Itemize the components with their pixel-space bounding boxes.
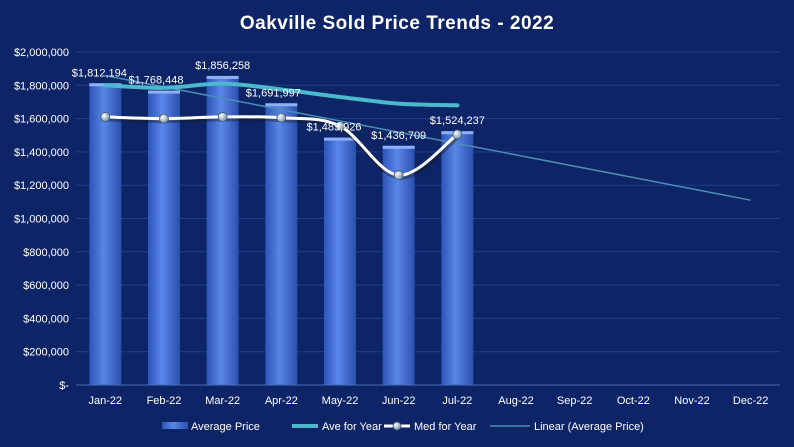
bar-top xyxy=(265,103,298,107)
med-for-year-marker xyxy=(159,113,169,124)
x-tick-label: Dec-22 xyxy=(733,395,768,407)
data-label: $1,436,709 xyxy=(371,130,426,142)
data-label: $1,768,448 xyxy=(128,75,183,87)
x-tick-label: Apr-22 xyxy=(265,395,298,407)
data-label: $1,485,926 xyxy=(306,122,361,134)
legend-label: Linear (Average Price) xyxy=(534,421,644,433)
chart-title: Oakville Sold Price Trends - 2022 xyxy=(240,13,554,34)
y-tick-label: $1,600,000 xyxy=(14,114,69,126)
bar xyxy=(206,75,239,385)
y-tick-label: $1,400,000 xyxy=(14,147,69,159)
data-label: $1,524,237 xyxy=(430,115,485,127)
y-tick-label: $600,000 xyxy=(23,280,69,292)
data-label: $1,856,258 xyxy=(195,60,250,72)
y-tick-label: $1,800,000 xyxy=(14,80,69,92)
med-for-year-marker xyxy=(335,121,345,131)
med-for-year-marker xyxy=(393,170,404,181)
data-label: $1,812,194 xyxy=(72,67,127,79)
legend-marker xyxy=(392,421,402,431)
bar-top xyxy=(206,75,239,79)
y-tick-label: $1,000,000 xyxy=(14,214,69,226)
x-tick-label: Feb-22 xyxy=(147,395,182,407)
y-tick-label: $- xyxy=(59,380,69,392)
x-tick-label: Mar-22 xyxy=(205,395,240,407)
med-for-year-marker xyxy=(217,112,228,122)
x-tick-label: May-22 xyxy=(322,395,359,407)
bar xyxy=(89,83,122,385)
bar xyxy=(148,90,180,385)
bar-top xyxy=(324,137,356,141)
x-tick-label: Sep-22 xyxy=(557,395,592,407)
legend-label: Med for Year xyxy=(414,421,477,433)
bar xyxy=(441,131,474,385)
x-tick-label: Oct-22 xyxy=(617,395,650,407)
legend-swatch xyxy=(162,422,188,429)
ave-for-year-line xyxy=(103,81,460,108)
med-for-year-marker xyxy=(100,112,111,122)
med-for-year-marker xyxy=(276,112,287,123)
data-label: $1,691,997 xyxy=(246,87,301,99)
bar-top xyxy=(382,145,415,149)
bar-top xyxy=(148,90,180,94)
bar xyxy=(382,145,415,385)
x-tick-label: Jul-22 xyxy=(442,395,472,407)
y-tick-label: $1,200,000 xyxy=(14,180,69,192)
y-tick-label: $800,000 xyxy=(23,247,69,259)
y-tick-label: $400,000 xyxy=(23,313,69,325)
x-tick-label: Aug-22 xyxy=(498,395,533,407)
y-tick-label: $200,000 xyxy=(23,347,69,359)
legend-label: Average Price xyxy=(191,421,260,433)
bar xyxy=(265,103,298,385)
med-for-year-marker xyxy=(452,129,463,140)
trendline xyxy=(105,74,751,201)
x-tick-label: Nov-22 xyxy=(674,395,709,407)
y-tick-label: $2,000,000 xyxy=(14,47,69,59)
x-tick-label: Jan-22 xyxy=(89,395,123,407)
bar xyxy=(324,137,356,385)
x-tick-label: Jun-22 xyxy=(382,395,416,407)
legend-label: Ave for Year xyxy=(322,421,382,433)
